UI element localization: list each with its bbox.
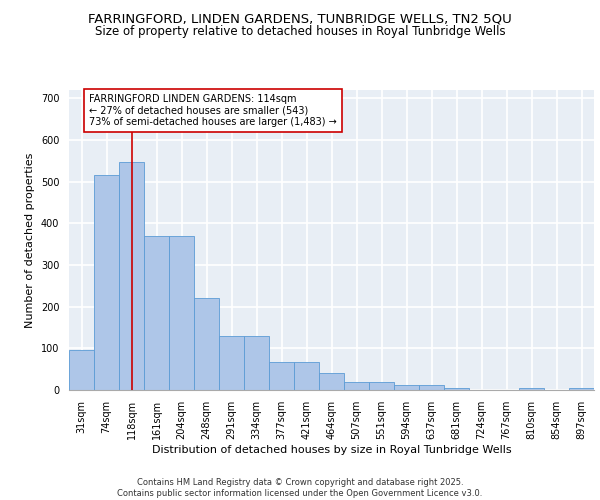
Bar [219,336,244,390]
Bar [344,382,369,390]
Bar [69,350,94,390]
Bar [444,388,469,390]
Bar [294,362,319,390]
Bar [269,362,294,390]
Text: Contains HM Land Registry data © Crown copyright and database right 2025.
Contai: Contains HM Land Registry data © Crown c… [118,478,482,498]
Bar [394,385,419,390]
Bar [169,236,194,390]
Bar [119,162,144,390]
Bar [569,388,594,390]
Bar [369,382,394,390]
Bar [144,236,169,390]
Bar [519,388,544,390]
Bar [194,298,219,390]
Text: Size of property relative to detached houses in Royal Tunbridge Wells: Size of property relative to detached ho… [95,25,505,38]
Text: FARRINGFORD LINDEN GARDENS: 114sqm
← 27% of detached houses are smaller (543)
73: FARRINGFORD LINDEN GARDENS: 114sqm ← 27%… [89,94,337,128]
Bar [244,336,269,390]
Y-axis label: Number of detached properties: Number of detached properties [25,152,35,328]
Bar [319,372,344,390]
X-axis label: Distribution of detached houses by size in Royal Tunbridge Wells: Distribution of detached houses by size … [152,444,511,454]
Bar [419,385,444,390]
Text: FARRINGFORD, LINDEN GARDENS, TUNBRIDGE WELLS, TN2 5QU: FARRINGFORD, LINDEN GARDENS, TUNBRIDGE W… [88,12,512,26]
Bar [94,176,119,390]
